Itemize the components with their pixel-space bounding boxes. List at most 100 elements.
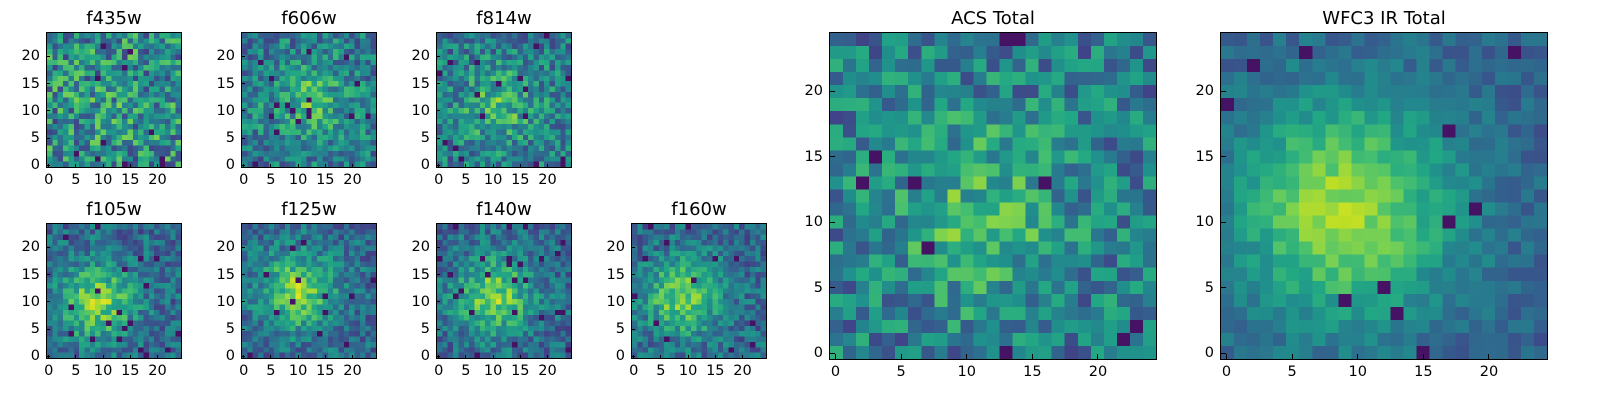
y-tick-label: 0 <box>813 345 823 362</box>
x-tick-label: 10 <box>288 172 308 188</box>
y-tick-mark <box>46 137 50 139</box>
y-tick-label: 20 <box>21 239 40 256</box>
heatmap-panel: f105w 0 5 10 15 20 0 5 10 15 20 <box>22 199 182 378</box>
x-tick-label: 10 <box>483 172 503 188</box>
x-tick-label: 10 <box>93 363 113 379</box>
y-tick-label: 15 <box>1195 148 1214 165</box>
y-tick-label: 20 <box>216 239 235 256</box>
y-tick-label: 5 <box>30 129 40 146</box>
x-tick-mark <box>465 355 467 359</box>
panel-title: f606w <box>281 8 337 29</box>
x-tick-mark <box>270 164 272 168</box>
y-tick-label: 5 <box>225 129 235 146</box>
heatmap-image <box>830 33 1156 359</box>
x-tick-mark <box>1031 354 1033 360</box>
y-tick-mark <box>829 352 835 354</box>
heatmap-panel: f814w 0 5 10 15 20 0 5 10 15 20 <box>412 8 572 187</box>
x-tick-label: 10 <box>1348 364 1367 380</box>
x-tick-mark <box>519 355 521 359</box>
x-tick-mark <box>1291 354 1293 360</box>
x-tick-mark <box>129 164 131 168</box>
y-tick-label: 0 <box>30 348 40 365</box>
y-tick-label: 15 <box>606 266 625 283</box>
y-tick-mark <box>436 83 440 85</box>
x-tick-label: 0 <box>44 172 54 188</box>
y-tick-mark <box>46 164 50 166</box>
y-tick-mark <box>46 246 50 248</box>
y-tick-label: 15 <box>804 148 823 165</box>
x-tick-mark <box>966 354 968 360</box>
y-tick-mark <box>436 274 440 276</box>
y-tick-mark <box>436 55 440 57</box>
x-tick-mark <box>297 355 299 359</box>
y-tick-label: 0 <box>420 348 430 365</box>
y-tick-label: 10 <box>21 293 40 310</box>
y-tick-mark <box>436 110 440 112</box>
y-tick-label: 5 <box>813 279 823 296</box>
x-tick-label: 20 <box>148 363 167 379</box>
y-tick-mark <box>1220 90 1226 92</box>
y-tick-mark <box>1220 352 1226 354</box>
y-tick-mark <box>241 328 245 330</box>
y-tick-label: 20 <box>411 48 430 65</box>
x-tick-mark <box>1422 354 1424 360</box>
y-tick-label: 10 <box>216 102 235 119</box>
y-tick-label: 15 <box>216 266 235 283</box>
x-tick-mark <box>633 355 635 359</box>
x-tick-mark <box>75 164 77 168</box>
x-tick-label: 15 <box>121 172 140 188</box>
y-tick-mark <box>436 137 440 139</box>
x-tick-mark <box>129 355 131 359</box>
x-tick-label: 15 <box>316 363 335 379</box>
x-tick-label: 20 <box>343 363 362 379</box>
x-tick-mark <box>297 164 299 168</box>
y-tick-label: 20 <box>804 82 823 99</box>
y-tick-mark <box>631 301 635 303</box>
y-tick-mark <box>46 301 50 303</box>
x-tick-label: 20 <box>1088 364 1108 380</box>
y-tick-label: 20 <box>1195 82 1214 99</box>
plot-area <box>241 32 377 168</box>
heatmap-panel: f606w 0 5 10 15 20 0 5 10 15 20 <box>217 8 377 187</box>
x-tick-label: 15 <box>316 172 335 188</box>
x-tick-mark <box>742 355 744 359</box>
y-tick-label: 0 <box>225 348 235 365</box>
x-tick-label: 10 <box>93 172 113 188</box>
y-tick-mark <box>436 328 440 330</box>
x-tick-label: 0 <box>1221 364 1232 380</box>
x-tick-label: 15 <box>511 172 530 188</box>
x-tick-mark <box>660 355 662 359</box>
y-tick-label: 15 <box>411 75 430 92</box>
y-tick-mark <box>829 90 835 92</box>
x-tick-mark <box>687 355 689 359</box>
y-tick-label: 10 <box>606 293 625 310</box>
x-tick-label: 0 <box>434 363 444 379</box>
x-tick-label: 5 <box>896 364 906 380</box>
x-tick-label: 15 <box>121 363 140 379</box>
panel-title: f435w <box>86 8 142 29</box>
y-tick-mark <box>436 164 440 166</box>
y-tick-label: 5 <box>30 320 40 337</box>
x-tick-mark <box>1097 354 1099 360</box>
x-tick-label: 5 <box>461 172 471 188</box>
x-tick-mark <box>75 355 77 359</box>
y-tick-label: 20 <box>606 239 625 256</box>
x-tick-label: 0 <box>830 364 841 380</box>
x-tick-mark <box>547 355 549 359</box>
plot-area <box>1220 32 1548 360</box>
y-tick-mark <box>241 246 245 248</box>
x-tick-label: 5 <box>266 172 276 188</box>
plot-area <box>46 32 182 168</box>
y-tick-mark <box>1220 221 1226 223</box>
y-tick-mark <box>241 83 245 85</box>
y-tick-label: 5 <box>1204 279 1214 296</box>
panel-title: f125w <box>281 199 337 220</box>
x-tick-mark <box>519 164 521 168</box>
x-tick-mark <box>547 164 549 168</box>
x-tick-mark <box>438 355 440 359</box>
x-tick-mark <box>1357 354 1359 360</box>
x-tick-mark <box>1226 354 1228 360</box>
x-tick-mark <box>1488 354 1490 360</box>
y-tick-label: 10 <box>1195 213 1214 230</box>
x-tick-label: 0 <box>629 363 639 379</box>
